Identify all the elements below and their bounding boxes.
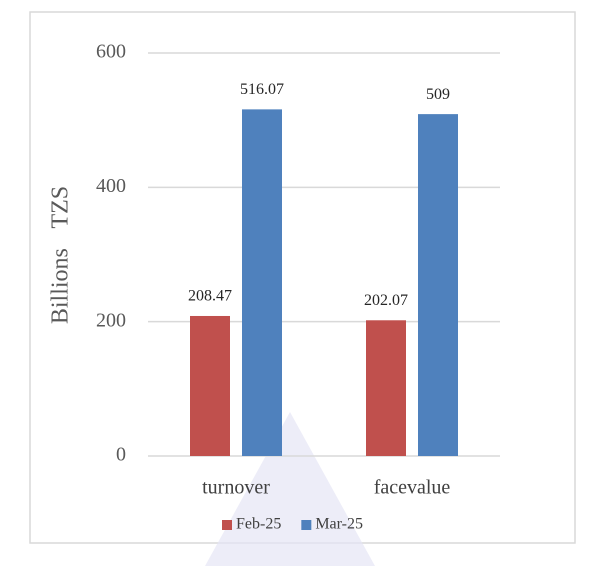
value-label: 202.07	[364, 292, 408, 309]
value-label: 516.07	[240, 81, 284, 98]
bar	[418, 114, 458, 456]
x-tick-label: facevalue	[374, 477, 451, 499]
legend-swatch	[301, 520, 312, 530]
legend-label: Feb-25	[236, 516, 281, 533]
y-axis-label: Billions TZS	[48, 186, 74, 324]
y-tick-label: 200	[96, 309, 126, 331]
bar	[242, 109, 282, 456]
watermark	[205, 412, 375, 566]
y-tick-label: 400	[96, 175, 126, 197]
value-label: 208.47	[188, 288, 232, 305]
value-label: 509	[426, 86, 450, 103]
bar	[366, 320, 406, 456]
bar	[190, 315, 230, 456]
y-tick-label: 600	[96, 41, 126, 63]
y-tick-label: 0	[116, 444, 126, 466]
legend-label: Mar-25	[315, 516, 363, 533]
legend-swatch	[222, 520, 232, 530]
x-tick-label: turnover	[202, 477, 270, 499]
